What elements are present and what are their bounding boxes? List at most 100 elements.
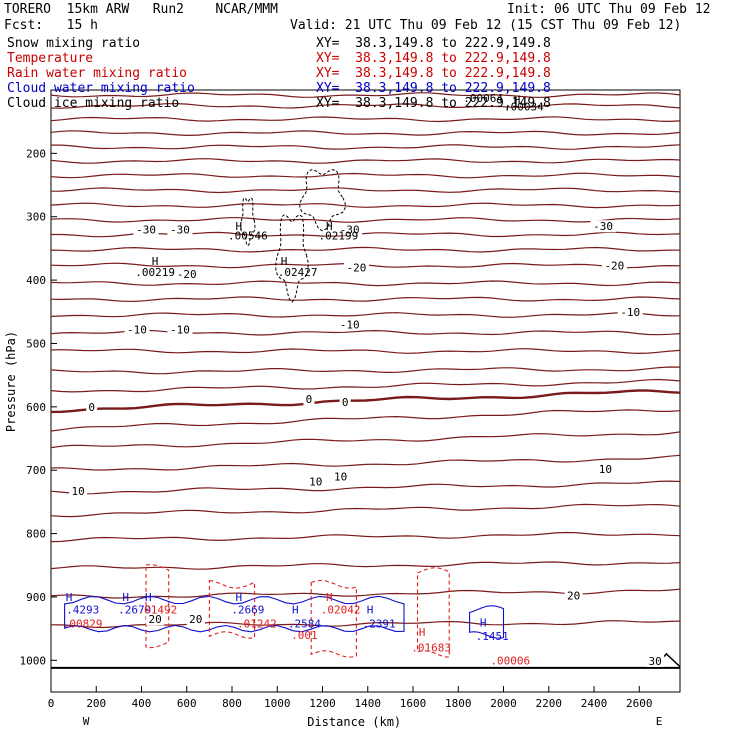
isotherm-label-bg	[69, 485, 88, 498]
maximum-value-label: .2584	[288, 618, 321, 631]
isotherm-label: -10	[340, 318, 360, 331]
x-tick-label: 200	[86, 697, 106, 710]
isotherm	[50, 158, 681, 164]
cloud-water-contour	[469, 605, 505, 639]
x-tick-label: 800	[222, 697, 242, 710]
isotherm	[51, 144, 681, 150]
maximum-value-label: .02042	[321, 604, 361, 617]
isotherm	[50, 116, 681, 123]
isotherm	[50, 130, 681, 137]
isotherm	[50, 480, 681, 495]
isotherm-label-bg	[617, 305, 643, 318]
maximum-marker: H	[122, 591, 129, 604]
maximum-value-label: .00034	[504, 100, 544, 113]
y-tick-label: 400	[26, 274, 46, 287]
init-time: Init: 06 UTC Thu 09 Feb 12	[507, 2, 711, 17]
maximum-value-label: .00546	[228, 230, 268, 243]
legend-xy: XY= 38.3,149.8 to 222.9,149.8	[316, 81, 551, 96]
maximum-value-label: .001	[291, 629, 318, 642]
isotherm-label: 0	[306, 393, 313, 406]
maximum-value-label: .00829	[63, 618, 103, 631]
maximum-value-label: .2679	[118, 604, 151, 617]
isotherm-label: -20	[604, 260, 624, 273]
x-tick-label: 2600	[626, 697, 653, 710]
isotherm-label-bg	[174, 267, 200, 280]
isotherm-label: 30	[648, 655, 661, 668]
x-tick-label: 1000	[264, 697, 291, 710]
isotherm	[50, 329, 681, 336]
x-tick-label: 1200	[309, 697, 336, 710]
isotherm	[50, 389, 681, 414]
forecast-hour: Fcst: 15 h	[4, 18, 98, 33]
isotherm-label: 20	[189, 613, 202, 626]
rain-contour	[416, 567, 450, 658]
isotherm-label: 10	[309, 476, 322, 489]
maximum-marker: H	[514, 94, 521, 107]
snow-contour	[299, 169, 346, 232]
maximum-value-label: .4293	[66, 604, 99, 617]
legend-xy: XY= 38.3,149.8 to 222.9,149.8	[316, 66, 551, 81]
maximum-marker: H	[235, 220, 242, 233]
isotherm-label-bg	[343, 261, 369, 274]
legend-label: Temperature	[7, 51, 94, 66]
legend-xy: XY= 38.3,149.8 to 222.9,149.8	[316, 36, 551, 51]
isotherm	[50, 202, 681, 209]
isotherm	[50, 187, 681, 194]
maximum-marker: H	[66, 591, 73, 604]
isotherm-label-bg	[186, 613, 205, 626]
rain-contour	[145, 564, 170, 649]
isotherm-label: -10	[127, 324, 147, 337]
maximum-marker: H	[326, 591, 333, 604]
isotherm-label-bg	[646, 654, 665, 667]
valid-time: Valid: 21 UTC Thu 09 Feb 12 (15 CST Thu …	[290, 18, 682, 33]
isotherm-label-bg	[331, 470, 350, 483]
y-tick-label: 800	[26, 528, 46, 541]
x-tick-label: 2400	[581, 697, 608, 710]
isotherm-label-bg	[124, 323, 150, 336]
isotherm	[50, 531, 681, 543]
isotherm	[50, 378, 681, 393]
y-tick-label: 200	[26, 147, 46, 160]
isotherm	[50, 503, 681, 518]
isotherm-label: -30	[136, 223, 156, 236]
x-axis-label: Distance (km)	[307, 715, 401, 729]
isotherm-label-bg	[306, 475, 325, 488]
maximum-marker: H	[326, 220, 333, 233]
legend-label: Cloud ice mixing ratio	[7, 96, 180, 111]
maximum-value-label: .2391	[363, 618, 396, 631]
maximum-value-label: .01492	[137, 604, 177, 617]
x-tick-label: 1800	[445, 697, 472, 710]
isotherm	[50, 246, 681, 253]
y-tick-label: 900	[26, 591, 46, 604]
isotherm	[50, 409, 681, 432]
rain-contour	[208, 579, 256, 639]
x-end-label-west: W	[83, 715, 90, 728]
maximum-value-label: .01683	[411, 642, 451, 655]
isotherm-label-bg	[167, 323, 193, 336]
y-tick-label: 1000	[20, 654, 47, 667]
maximum-value-label: .00219	[135, 266, 175, 279]
y-tick-label: 500	[26, 337, 46, 350]
isotherm	[50, 312, 681, 318]
isotherm-label: -20	[177, 268, 197, 281]
y-tick-label: 300	[26, 211, 46, 224]
maximum-value-label: .2669	[231, 604, 264, 617]
isotherm	[50, 366, 681, 375]
isotherm-label-bg	[146, 613, 165, 626]
isotherm-label: 0	[88, 401, 95, 414]
maximum-value-label: .02427	[278, 266, 318, 279]
y-tick-label: 600	[26, 401, 46, 414]
maximum-marker: H	[152, 255, 159, 268]
isotherm-label: -30	[170, 223, 190, 236]
legend-xy: XY= 38.3,149.8 to 222.9,149.8	[316, 96, 551, 111]
isotherm	[50, 102, 681, 109]
x-tick-label: 0	[48, 697, 55, 710]
isotherm	[50, 348, 681, 355]
snow-contour	[240, 197, 256, 247]
maximum-value-label: .02199	[318, 230, 358, 243]
legend-xy: XY= 38.3,149.8 to 222.9,149.8	[316, 51, 551, 66]
y-axis-label: Pressure (hPa)	[4, 331, 18, 432]
isotherm-label-bg	[167, 223, 193, 236]
maximum-marker: H	[367, 604, 374, 617]
